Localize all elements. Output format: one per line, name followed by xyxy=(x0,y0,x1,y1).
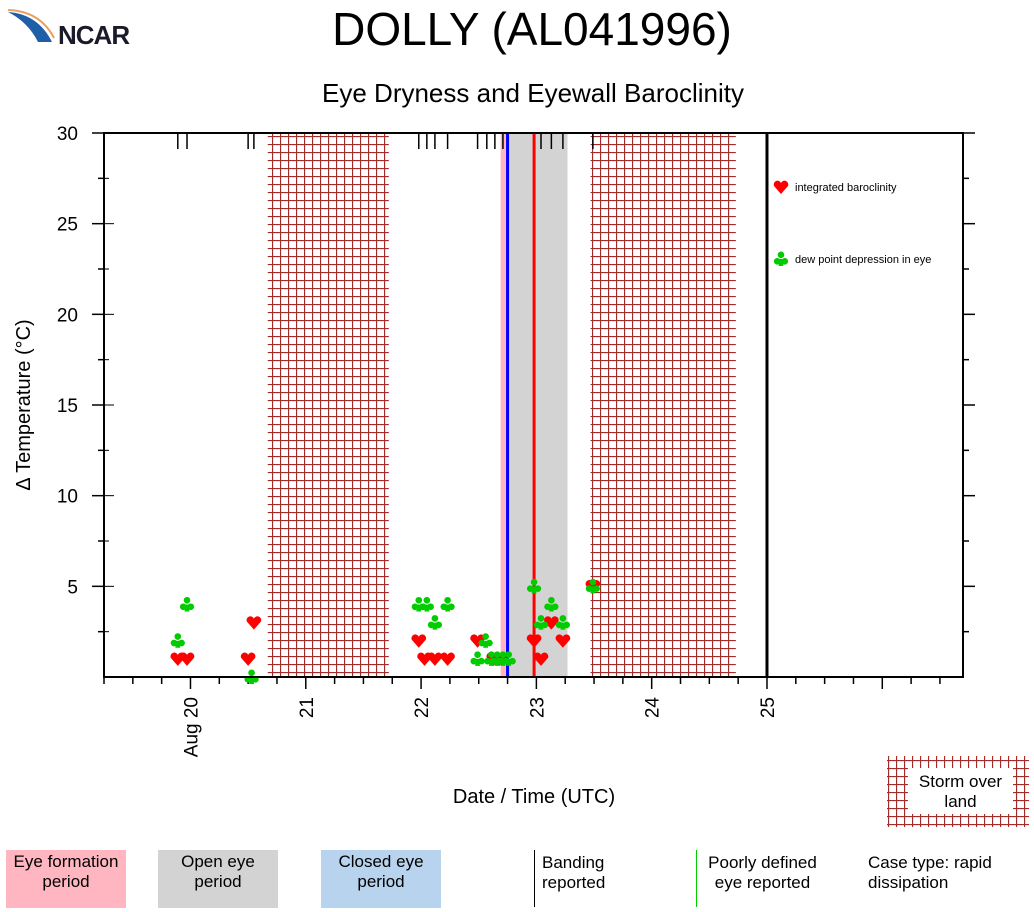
x-tick-label: 21 xyxy=(297,697,318,718)
baroclinity-heart-point xyxy=(240,652,256,666)
legend-club-icon xyxy=(773,251,789,266)
x-axis-label: Date / Time (UTC) xyxy=(453,786,615,808)
dewpoint-club-point xyxy=(179,596,195,612)
dewpoint-club-point xyxy=(501,651,516,666)
baroclinity-heart-point xyxy=(555,634,571,648)
plot-frame xyxy=(103,132,964,678)
baroclinity-heart-point xyxy=(470,634,485,648)
dewpoint-club-point xyxy=(470,651,485,666)
dewpoint-club-point xyxy=(419,596,434,612)
poorly-defined-legend-line xyxy=(696,850,697,907)
open-eye-legend: Open eye period xyxy=(158,850,278,908)
chart-subtitle: Eye Dryness and Eyewall Baroclinity xyxy=(322,78,744,108)
y-tick-label: 15 xyxy=(57,396,78,417)
dewpoint-club-point xyxy=(533,615,549,630)
ncar-logo: NCAR xyxy=(7,8,133,50)
dewpoint-club-point xyxy=(478,633,493,648)
land-legend-box xyxy=(908,768,1013,814)
x-tick-label: 25 xyxy=(758,697,779,718)
y-tick-label: 20 xyxy=(57,305,78,326)
legend-label-dewpoint: dew point depression in eye xyxy=(795,254,931,266)
dewpoint-club-point xyxy=(585,578,600,594)
dewpoint-club-point xyxy=(526,578,542,594)
x-tick-label: Aug 20 xyxy=(181,697,202,757)
closed-eye-legend: Closed eye period xyxy=(321,850,441,908)
open-eye-band xyxy=(507,133,568,677)
dewpoint-club-point xyxy=(244,669,259,684)
poorly-defined-legend: Poorly defined eye reported xyxy=(708,853,817,892)
banding-legend: Banding reported xyxy=(542,853,606,892)
x-tick-label: 24 xyxy=(643,697,664,719)
legend: integrated baroclinity dew point depress… xyxy=(773,180,931,266)
baroclinity-heart-point xyxy=(427,652,443,666)
land-legend-label: Storm over land xyxy=(918,772,1003,811)
baroclinity-heart-point xyxy=(246,616,262,630)
y-tick-label: 5 xyxy=(67,577,78,598)
y-tick-label: 10 xyxy=(57,487,78,508)
dewpoint-club-point xyxy=(170,633,185,648)
ncar-swoosh-icon xyxy=(7,9,55,42)
page-title: DOLLY (AL041996) xyxy=(332,3,732,55)
dewpoint-club-point xyxy=(555,615,570,630)
baroclinity-heart-point xyxy=(411,634,427,648)
dewpoint-club-point xyxy=(544,596,559,612)
eye-formation-legend: Eye formation period xyxy=(6,850,126,908)
eye-formation-band xyxy=(500,133,508,677)
baroclinity-heart-point xyxy=(526,634,542,648)
storm-over-land-band xyxy=(590,133,736,677)
banding-legend-line xyxy=(534,850,535,907)
y-tick-label: 25 xyxy=(57,215,78,236)
y-axis-label: Δ Temperature (°C) xyxy=(13,319,35,490)
x-tick-label: 22 xyxy=(412,697,433,718)
x-tick-label: 23 xyxy=(527,697,548,718)
logo-text: NCAR xyxy=(58,20,130,50)
dewpoint-club-point xyxy=(427,615,443,630)
baroclinity-heart-point xyxy=(533,652,549,666)
baroclinity-heart-point xyxy=(179,652,195,666)
y-tick-label: 30 xyxy=(57,124,78,145)
storm-over-land-band xyxy=(267,133,389,677)
case-type-label: Case type: rapid dissipation xyxy=(868,853,992,892)
legend-heart-icon xyxy=(773,180,789,194)
dewpoint-club-point xyxy=(440,596,455,612)
baroclinity-heart-point xyxy=(544,616,559,630)
baroclinity-heart-point xyxy=(440,652,455,666)
legend-label-baroclinity: integrated baroclinity xyxy=(795,182,897,194)
